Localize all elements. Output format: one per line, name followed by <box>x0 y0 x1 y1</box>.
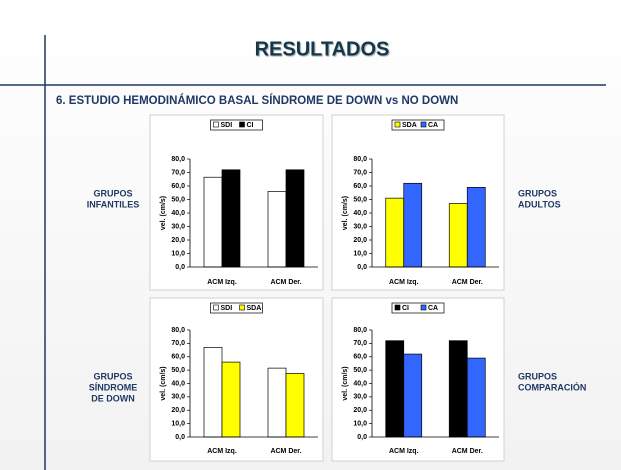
y-tick-label: 30,0 <box>171 394 185 401</box>
legend-label: CA <box>428 122 438 129</box>
y-tick-label: 50,0 <box>171 367 185 374</box>
y-tick-label: 80,0 <box>171 327 185 334</box>
bar <box>448 340 468 438</box>
group-label: GRUPOS <box>93 371 132 381</box>
bar <box>221 361 241 438</box>
y-tick-label: 20,0 <box>171 237 185 244</box>
y-tick-label: 70,0 <box>353 169 367 176</box>
bar <box>466 357 486 438</box>
y-tick-label: 30,0 <box>353 223 367 230</box>
group-label: INFANTILES <box>87 199 140 209</box>
group-label: GRUPOS <box>93 188 132 198</box>
x-tick-label: ACM Izq. <box>389 279 419 286</box>
y-axis-label: vel. (cm/s) <box>342 366 349 400</box>
y-tick-label: 60,0 <box>171 183 185 190</box>
y-tick-label: 80,0 <box>171 156 185 163</box>
y-tick-label: 10,0 <box>171 420 185 427</box>
bar <box>203 176 223 268</box>
y-tick-label: 0,0 <box>175 434 185 441</box>
legend-label: SDI <box>221 122 233 129</box>
group-label: GRUPOS <box>518 188 557 198</box>
y-tick-label: 0,0 <box>175 264 185 271</box>
y-axis-label: vel. (cm/s) <box>160 196 167 230</box>
legend-box <box>391 302 445 314</box>
x-tick-label: ACM Der. <box>270 279 301 286</box>
group-label: GRUPOS <box>518 371 557 381</box>
group-label: DE DOWN <box>91 393 135 403</box>
bar <box>385 197 405 268</box>
y-tick-label: 0,0 <box>357 264 367 271</box>
y-tick-label: 0,0 <box>357 434 367 441</box>
legend-swatch <box>213 121 219 128</box>
bar <box>221 169 241 268</box>
y-tick-label: 70,0 <box>171 169 185 176</box>
y-tick-label: 40,0 <box>171 380 185 387</box>
slide-title: RESULTADOS <box>255 38 390 60</box>
y-tick-label: 70,0 <box>171 340 185 347</box>
x-tick-label: ACM Der. <box>270 448 301 455</box>
y-tick-label: 50,0 <box>353 367 367 374</box>
group-label: COMPARACIÓN <box>518 381 586 392</box>
legend-box <box>210 302 263 314</box>
y-tick-label: 80,0 <box>353 156 367 163</box>
x-tick-label: ACM Izq. <box>207 448 237 455</box>
y-tick-label: 20,0 <box>171 407 185 414</box>
legend-swatch <box>420 121 427 128</box>
y-axis-label: vel. (cm/s) <box>160 366 167 400</box>
legend-swatch <box>394 121 401 128</box>
legend-swatch <box>420 304 427 311</box>
legend-label: CI <box>402 305 409 312</box>
x-tick-label: ACM Izq. <box>389 448 419 455</box>
y-tick-label: 50,0 <box>353 196 367 203</box>
y-tick-label: 10,0 <box>353 420 367 427</box>
legend-label: SDI <box>221 305 233 312</box>
y-tick-label: 30,0 <box>171 223 185 230</box>
legend-swatch <box>213 304 219 311</box>
legend-swatch <box>239 304 245 311</box>
bar <box>267 191 287 268</box>
x-tick-label: ACM Izq. <box>207 279 237 286</box>
y-tick-label: 80,0 <box>353 327 367 334</box>
bar <box>403 353 423 438</box>
legend-box <box>210 119 263 131</box>
legend-label: SDA <box>247 305 262 312</box>
bar <box>285 169 305 268</box>
bar <box>403 182 423 268</box>
y-tick-label: 40,0 <box>171 210 185 217</box>
bar <box>448 203 468 268</box>
bar <box>285 373 305 438</box>
bar <box>203 347 223 438</box>
y-tick-label: 20,0 <box>353 237 367 244</box>
legend-swatch <box>394 304 401 311</box>
legend-swatch <box>239 121 245 128</box>
y-tick-label: 60,0 <box>353 183 367 190</box>
legend-label: SDA <box>402 122 417 129</box>
legend-label: CI <box>247 122 254 129</box>
y-tick-label: 40,0 <box>353 380 367 387</box>
y-tick-label: 10,0 <box>171 250 185 257</box>
y-tick-label: 60,0 <box>353 354 367 361</box>
legend-box <box>391 119 445 131</box>
bar <box>466 187 486 268</box>
group-label: ADULTOS <box>518 199 561 209</box>
legend-label: CA <box>428 305 438 312</box>
y-tick-label: 20,0 <box>353 407 367 414</box>
slide-subtitle: 6. ESTUDIO HEMODINÁMICO BASAL SÍNDROME D… <box>56 94 458 107</box>
y-tick-label: 50,0 <box>171 196 185 203</box>
y-tick-label: 60,0 <box>171 354 185 361</box>
y-tick-label: 40,0 <box>353 210 367 217</box>
y-tick-label: 10,0 <box>353 250 367 257</box>
group-label: SÍNDROME <box>89 382 138 392</box>
bar <box>267 367 287 438</box>
y-tick-label: 30,0 <box>353 394 367 401</box>
x-tick-label: ACM Der. <box>452 279 483 286</box>
y-tick-label: 70,0 <box>353 340 367 347</box>
y-axis-label: vel. (cm/s) <box>342 196 349 230</box>
x-tick-label: ACM Der. <box>452 448 483 455</box>
bar <box>385 340 405 438</box>
